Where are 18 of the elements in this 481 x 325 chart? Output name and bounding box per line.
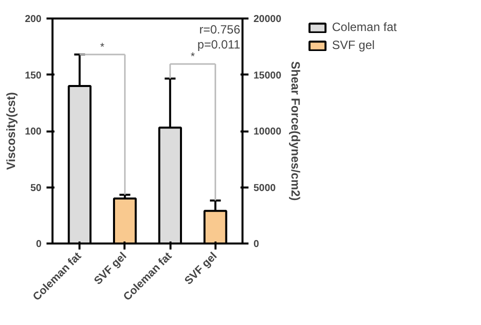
legend-label: SVF gel: [332, 38, 375, 52]
y2-tick-label: 20000: [254, 14, 282, 25]
y-axis-title: Viscosity(cst): [4, 92, 18, 170]
annotation: *: [100, 42, 106, 54]
y2-tick-label: 15000: [254, 70, 282, 82]
annotation: *: [190, 50, 196, 63]
y2-tick-label: 10000: [254, 126, 282, 138]
annotation: p=0.011: [197, 38, 241, 52]
y-tick-label: 100: [24, 126, 42, 138]
y2-tick-label: 0: [254, 239, 260, 250]
y-tick-label: 50: [30, 182, 42, 194]
y-tick-label: 0: [36, 239, 42, 250]
y2-tick-label: 5000: [254, 182, 276, 194]
y-tick-label: 200: [24, 14, 42, 25]
y-tick-label: 150: [24, 70, 42, 82]
annotation: r=0.756: [199, 22, 241, 36]
legend-label: Coleman fat: [332, 20, 397, 34]
y2-axis-title: Shear Force(dynes/cm2): [288, 61, 302, 201]
